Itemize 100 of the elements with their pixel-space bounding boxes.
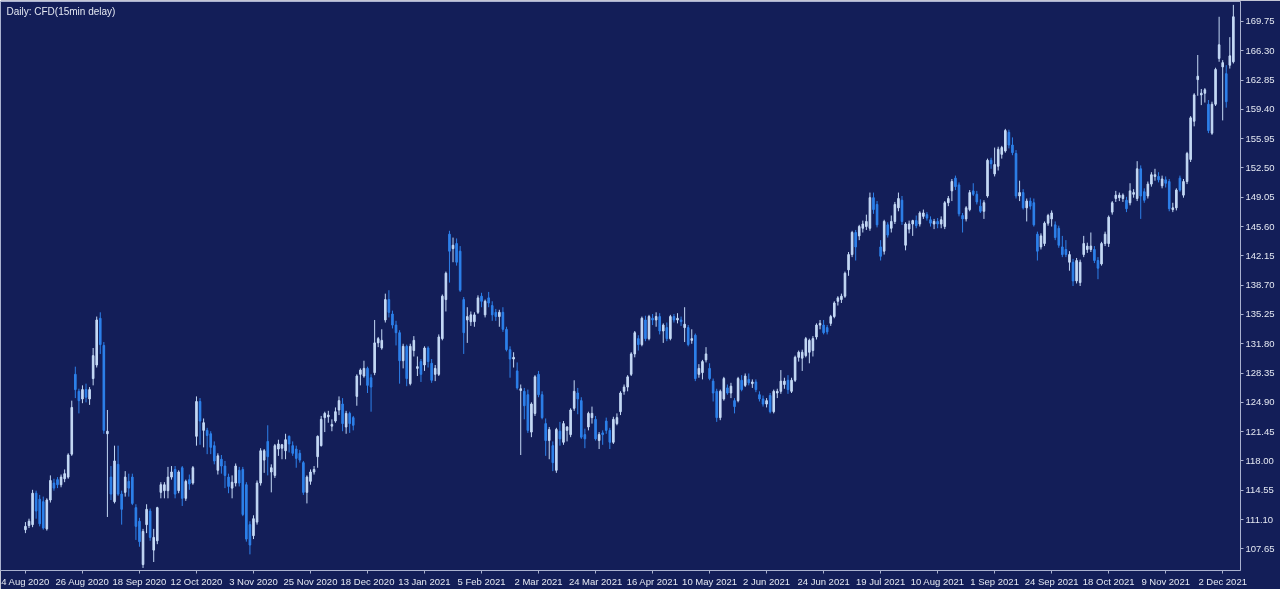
candlestick xyxy=(572,379,576,412)
candlestick xyxy=(380,328,384,351)
candlestick xyxy=(1061,235,1064,258)
candlestick xyxy=(266,424,270,476)
x-tick-label: 18 Dec 2020 xyxy=(340,575,395,587)
y-tick-label: 159.40 xyxy=(1245,103,1275,115)
y-tick-label: 124.90 xyxy=(1245,396,1275,408)
candlestick xyxy=(280,443,284,460)
x-tick-label: 18 Sep 2020 xyxy=(112,575,167,587)
candlestick xyxy=(1175,187,1178,211)
candlestick xyxy=(416,355,419,377)
y-tick-label: 118.00 xyxy=(1245,454,1274,466)
candlestick xyxy=(547,426,551,460)
candlestick xyxy=(287,434,291,453)
candlestick xyxy=(950,178,954,202)
x-tick-label: 12 Oct 2020 xyxy=(170,575,223,587)
candlestick xyxy=(1004,128,1007,154)
candlestick xyxy=(808,338,811,364)
candlestick xyxy=(384,293,387,324)
x-tick-label: 24 Jun 2021 xyxy=(797,575,850,587)
x-tick-label: 10 May 2021 xyxy=(682,575,738,587)
candlestick xyxy=(1221,59,1224,121)
y-tick-label: 162.85 xyxy=(1245,74,1275,86)
candlestick xyxy=(202,417,205,448)
x-tick-label: 1 Sep 2021 xyxy=(970,575,1019,587)
candlestick xyxy=(996,146,1000,171)
y-tick-label: 111.10 xyxy=(1245,513,1274,525)
x-tick-label: 4 Aug 2020 xyxy=(1,575,50,587)
x-tick-label: 10 Aug 2021 xyxy=(910,575,965,587)
x-tick-label: 26 Aug 2020 xyxy=(55,575,109,587)
candlestick xyxy=(925,211,929,222)
candlestick xyxy=(658,312,661,335)
candlestick xyxy=(355,373,359,407)
candlestick xyxy=(305,474,309,504)
candlestick xyxy=(205,427,209,455)
candlestick xyxy=(686,324,690,347)
candlestick xyxy=(736,376,740,403)
candlestick xyxy=(465,306,469,344)
candlestick xyxy=(177,469,180,494)
candlestick xyxy=(943,200,947,230)
candlestick xyxy=(490,300,494,322)
candlestick xyxy=(1217,16,1221,63)
x-tick-label: 13 Jan 2021 xyxy=(398,575,451,587)
x-tick-label: 5 Feb 2021 xyxy=(457,575,506,587)
candlestick xyxy=(448,230,451,284)
candlestick xyxy=(683,306,686,343)
x-tick-label: 9 Nov 2021 xyxy=(1141,575,1190,587)
candlestick xyxy=(1068,250,1071,272)
candlestick xyxy=(879,239,882,262)
candlestick xyxy=(341,397,344,432)
candlestick xyxy=(1032,198,1036,228)
candlestick xyxy=(544,417,547,457)
x-tick-label: 16 Apr 2021 xyxy=(626,575,678,587)
candlestick xyxy=(284,433,287,460)
candlestick xyxy=(348,411,351,434)
candlestick xyxy=(932,218,936,230)
candlestick xyxy=(123,470,127,498)
y-tick-label: 149.05 xyxy=(1245,191,1275,203)
candlestick xyxy=(401,343,405,369)
x-tick-label: 25 Nov 2020 xyxy=(283,575,338,587)
y-tick-label: 152.50 xyxy=(1245,161,1275,173)
candlestick xyxy=(679,316,683,327)
candlestick xyxy=(644,315,647,342)
y-tick-label: 114.55 xyxy=(1245,484,1274,496)
candlestick xyxy=(989,157,993,170)
candlestick xyxy=(854,229,857,262)
x-tick-label: 18 Oct 2021 xyxy=(1082,575,1135,587)
candlestick xyxy=(134,503,138,541)
candlestick xyxy=(1064,239,1068,258)
candlestick xyxy=(697,363,701,379)
y-tick-label: 131.80 xyxy=(1245,337,1275,349)
x-tick-label: 2 Mar 2021 xyxy=(514,575,563,587)
x-tick-label: 19 Jul 2021 xyxy=(856,575,906,587)
candlestick xyxy=(423,345,426,372)
candlestick xyxy=(576,387,580,415)
candlestick xyxy=(294,445,298,469)
x-tick-label: 3 Nov 2020 xyxy=(229,575,278,587)
candlestick xyxy=(1203,87,1207,104)
candlestick xyxy=(993,147,996,177)
candlestick xyxy=(1075,257,1078,284)
candlestick xyxy=(184,479,188,502)
candlestick xyxy=(1018,180,1021,202)
candlestick xyxy=(875,200,879,228)
candlestick xyxy=(612,416,615,445)
candlestick xyxy=(1121,192,1125,203)
candlestick xyxy=(1021,188,1025,211)
candlestick xyxy=(669,314,672,341)
candlestick xyxy=(551,440,555,472)
y-tick-label: 145.60 xyxy=(1245,220,1275,232)
x-tick-label: 2 Jun 2021 xyxy=(743,575,791,587)
candlestick xyxy=(587,411,590,431)
y-tick-label: 169.75 xyxy=(1245,15,1275,27)
candlestick xyxy=(1007,129,1011,149)
candlestick xyxy=(145,503,148,534)
candlestick xyxy=(106,409,109,518)
candlestick xyxy=(191,465,195,486)
y-tick-label: 121.45 xyxy=(1245,425,1275,437)
candlestick xyxy=(1057,225,1061,249)
candlestick xyxy=(982,199,986,220)
candlestick xyxy=(904,221,907,251)
